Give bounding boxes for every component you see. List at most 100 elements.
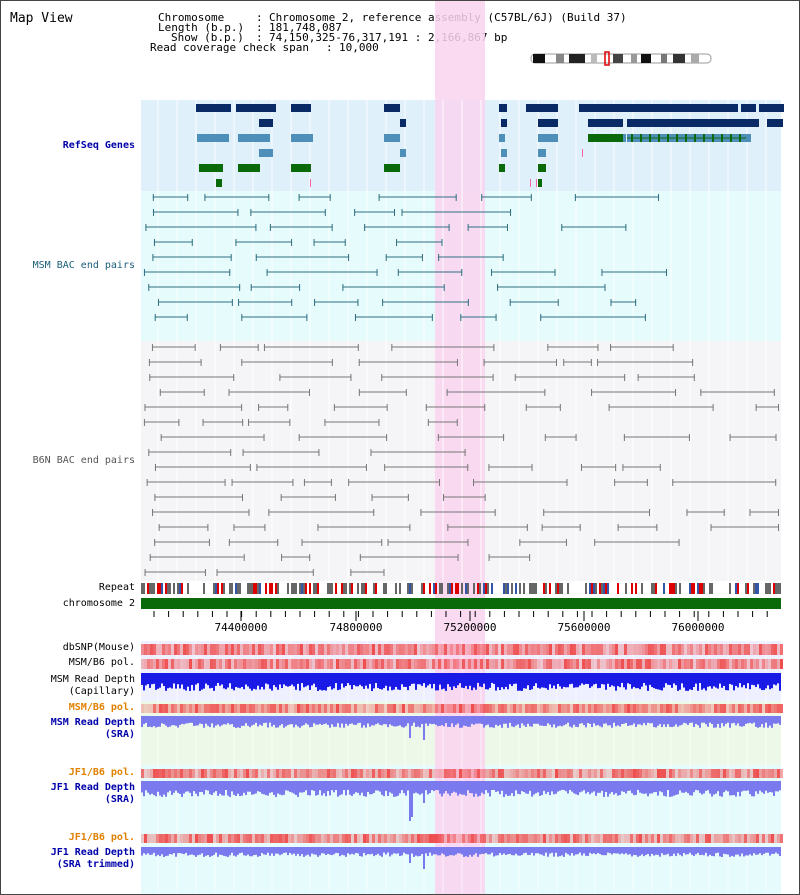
read-depth-bar [683, 716, 685, 723]
snp-density-cell [486, 659, 489, 669]
snp-density-cell [615, 769, 618, 778]
read-depth-bar [275, 781, 277, 797]
snp-density-cell [534, 769, 537, 778]
snp-density-cell [537, 834, 540, 843]
read-depth-bar [211, 673, 213, 688]
snp-density-cell [432, 834, 435, 843]
read-depth-bar [647, 781, 649, 797]
read-depth-bar [303, 781, 305, 793]
snp-density-cell [162, 644, 165, 655]
snp-density-cell [774, 704, 777, 713]
read-depth-bar [605, 847, 607, 856]
snp-density-cell [246, 704, 249, 713]
repeat-feature [653, 583, 655, 594]
read-depth-bar [685, 847, 687, 855]
read-depth-bar [251, 781, 253, 795]
read-depth-bar [727, 781, 729, 792]
snp-density-cell [768, 704, 771, 713]
read-depth-bar [191, 847, 193, 855]
refseq-exon [694, 134, 696, 142]
b6n-bac-pair-end [202, 419, 204, 426]
snp-density-cell [348, 769, 351, 778]
read-depth-bar [473, 716, 475, 725]
b6n-bac-pair-end [148, 359, 150, 366]
snp-density-cell [621, 644, 624, 655]
read-depth-bar [463, 673, 465, 689]
snp-density-cell [636, 659, 639, 669]
snp-density-cell [630, 704, 633, 713]
read-depth-bar [623, 673, 625, 688]
read-depth-bar [389, 716, 391, 725]
b6n-bac-pair-end [330, 479, 332, 486]
read-depth-bar [281, 847, 283, 855]
snp-density-cell [453, 704, 456, 713]
refseq-exon [658, 134, 660, 142]
read-depth-bar [745, 716, 747, 724]
snp-density-cell [303, 834, 306, 843]
read-depth-bar [317, 847, 319, 857]
snp-density-cell [177, 659, 180, 669]
snp-density-cell [597, 644, 600, 655]
snp-density-cell [510, 659, 513, 669]
read-depth-bar [235, 673, 237, 688]
read-depth-bar [171, 716, 173, 726]
read-depth-bar [445, 673, 447, 691]
read-depth-bar [547, 781, 549, 792]
read-depth-bar [327, 716, 329, 725]
snp-density-cell [549, 644, 552, 655]
snp-density-cell [771, 769, 774, 778]
repeat-feature [435, 583, 437, 594]
b6n-bac-pair-end [242, 449, 244, 456]
snp-density-cell [177, 704, 180, 713]
read-depth-bar [657, 673, 659, 690]
read-depth-bar [775, 781, 777, 792]
refseq-gene [238, 134, 270, 142]
snp-density-cell [216, 659, 219, 669]
repeat-feature [545, 583, 547, 594]
read-depth-bar [451, 716, 453, 724]
snp-density-cell [390, 704, 393, 713]
snp-density-cell [525, 644, 528, 655]
snp-density-cell [228, 834, 231, 843]
read-depth-bar [529, 673, 531, 691]
b6n-bac-pair-end [258, 404, 260, 411]
chromosome-key: Chromosome [158, 11, 225, 24]
read-depth-bar [607, 673, 609, 684]
b6n-bac-pair-end [678, 539, 680, 546]
snp-density-cell [366, 644, 369, 655]
read-depth-bar [493, 847, 495, 857]
snp-density-cell [312, 659, 315, 669]
read-depth-bar [771, 716, 773, 728]
read-depth-bar [627, 716, 629, 726]
read-depth-bar [437, 847, 439, 856]
read-depth-bar [661, 847, 663, 854]
snp-density-cell [171, 704, 174, 713]
snp-density-cell [198, 769, 201, 778]
read-depth-bar [257, 781, 259, 792]
snp-density-cell [447, 769, 450, 778]
read-depth-bar [255, 847, 257, 855]
snp-density-cell [180, 644, 183, 655]
snp-density-cell [546, 659, 549, 669]
read-depth-bar [151, 673, 153, 685]
read-depth-bar [609, 673, 611, 687]
snp-density-cell [738, 644, 741, 655]
read-depth-bar [275, 673, 277, 688]
b6n-bac-pair-end [437, 434, 439, 441]
snp-density-cell [204, 769, 207, 778]
snp-density-cell [561, 769, 564, 778]
read-depth-bar [243, 847, 245, 856]
read-depth-bar [401, 673, 403, 685]
repeat-feature [257, 583, 259, 594]
refseq-gene [236, 104, 276, 112]
snp-density-cell [702, 769, 705, 778]
read-depth-bar [747, 673, 749, 684]
msm-bac-pair-end [298, 194, 300, 201]
read-depth-bar [335, 847, 337, 853]
snp-density-cell [327, 644, 330, 655]
msm-bac-pair-end [495, 314, 497, 321]
snp-density-cell [402, 704, 405, 713]
read-depth-bar [265, 781, 267, 796]
snp-density-cell [684, 704, 687, 713]
